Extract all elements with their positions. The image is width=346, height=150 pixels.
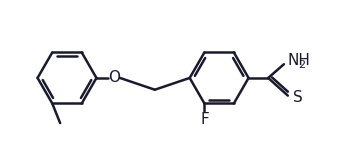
Text: F: F xyxy=(200,112,209,127)
Text: 2: 2 xyxy=(298,60,305,70)
Text: NH: NH xyxy=(288,53,311,68)
Text: S: S xyxy=(293,90,302,105)
Text: O: O xyxy=(108,70,120,86)
